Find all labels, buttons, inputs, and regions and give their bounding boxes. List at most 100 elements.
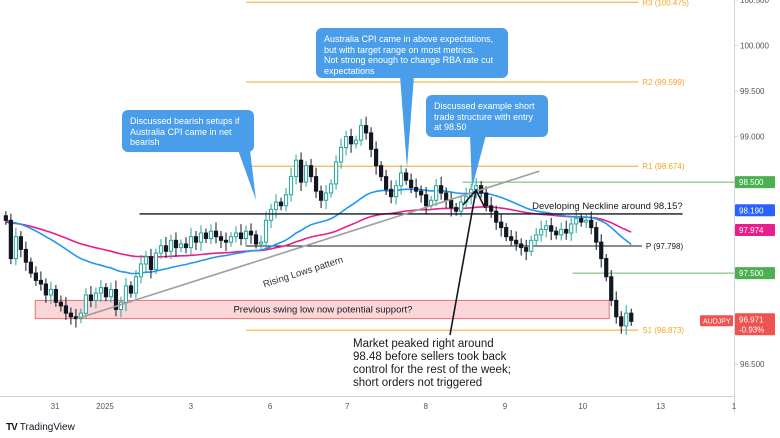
moving-averages [5, 188, 632, 275]
ma-blue-line [5, 188, 632, 275]
candle-body [629, 312, 634, 322]
candle-body [93, 292, 99, 301]
pivot-label-s1: S1 (96.873) [642, 326, 684, 335]
candle-body [163, 245, 169, 252]
candle-body [108, 288, 114, 298]
support-zone [34, 299, 610, 320]
candle-body [404, 172, 409, 181]
candle-body [128, 285, 134, 294]
candle-body [589, 219, 594, 229]
candle-body [569, 223, 574, 234]
candle-body [619, 316, 624, 327]
candle-body [223, 239, 229, 243]
candle-body [288, 176, 294, 196]
ma-pink-line [5, 206, 632, 258]
candle-body [148, 256, 154, 270]
candle-body [353, 139, 359, 145]
price-tag [735, 267, 775, 280]
candle-body [123, 285, 129, 303]
candle-body [233, 232, 239, 238]
candle-body [208, 230, 214, 240]
candle-body [258, 241, 264, 245]
candle-body [574, 217, 579, 225]
last-price-tag [735, 313, 775, 336]
candle-body [303, 165, 309, 183]
callout-short-trade: Discussed example short trade structure … [426, 95, 548, 137]
candle-body [63, 305, 69, 314]
candle-body [273, 201, 279, 210]
x-tick-label: 3 [189, 402, 194, 411]
candle-body [343, 136, 349, 148]
candle-body [198, 232, 204, 243]
candle-body [399, 172, 404, 187]
candle-body [449, 199, 454, 209]
candle-body [348, 136, 354, 145]
candle-body [368, 132, 374, 150]
candle-body [8, 219, 13, 260]
candle-body [238, 232, 244, 240]
candle-body [624, 312, 629, 327]
candle-body [48, 288, 53, 296]
candle-body [203, 232, 209, 240]
candle-body [579, 217, 584, 223]
candle-body [28, 261, 33, 274]
x-tick-label: 13 [656, 402, 665, 411]
candle-body [499, 221, 504, 229]
candle-body [609, 276, 614, 301]
pivot-label-r2: R2 (99.599) [642, 78, 685, 87]
candle-body [193, 236, 199, 243]
candle-body [213, 230, 219, 238]
x-tick-label: 7 [345, 402, 350, 411]
candle-body [564, 228, 569, 234]
candle-body [434, 185, 439, 201]
candle-body [409, 179, 414, 189]
candle-body [358, 125, 364, 141]
candle-body [554, 230, 559, 236]
candle-body [268, 208, 274, 221]
candle-body [378, 165, 384, 178]
symbol-tag [700, 315, 733, 327]
y-tick-label: 96.500 [740, 360, 765, 369]
candle-body [168, 239, 174, 252]
candle-body [98, 287, 104, 294]
market-peak-note: Market peaked right around 98.48 before … [353, 338, 511, 389]
candle-body [53, 288, 59, 303]
x-tick-label: 8 [423, 402, 428, 411]
candle-body [529, 239, 534, 252]
candle-body [519, 243, 524, 249]
candle-body [584, 219, 589, 223]
callout-short-pointer [470, 135, 486, 188]
candle-body [388, 188, 394, 198]
candle-body [88, 294, 94, 301]
candle-body [318, 190, 324, 201]
tradingview-brand-name: TradingView [19, 422, 75, 433]
candle-body [153, 252, 159, 270]
candle-body [308, 165, 314, 178]
candlesticks [3, 116, 634, 335]
candle-body [614, 299, 619, 318]
candle-body [58, 301, 64, 307]
symbol-tag-label: AUDJPY [703, 318, 731, 325]
candle-body [278, 201, 284, 207]
candle-body [18, 236, 23, 250]
candle-body [33, 272, 38, 281]
x-tick-label: 1 [732, 402, 737, 411]
candle-body [489, 205, 494, 212]
price-tag [735, 176, 775, 189]
x-tick-label: 2025 [96, 402, 114, 411]
last-price-change: -0.93% [739, 325, 764, 334]
neckline-label: Developing Neckline around 98.15? [532, 201, 683, 212]
last-price-label: 96.971 [739, 315, 764, 324]
candle-body [539, 228, 544, 236]
callout-australia-cpi-text: Australia CPI came in above expectations… [324, 34, 494, 76]
price-tag [735, 204, 775, 217]
candle-body [604, 258, 609, 278]
candle-body [83, 294, 89, 314]
candle-body [3, 215, 8, 221]
pivot-label-r3: R3 (100.475) [642, 0, 689, 7]
candle-body [293, 159, 299, 178]
pivot-label-p: P (97.798) [646, 242, 684, 251]
tradingview-logo[interactable]: TV TradingView [6, 422, 75, 433]
callout-bearish-pointer [238, 150, 256, 200]
candle-body [524, 247, 529, 252]
